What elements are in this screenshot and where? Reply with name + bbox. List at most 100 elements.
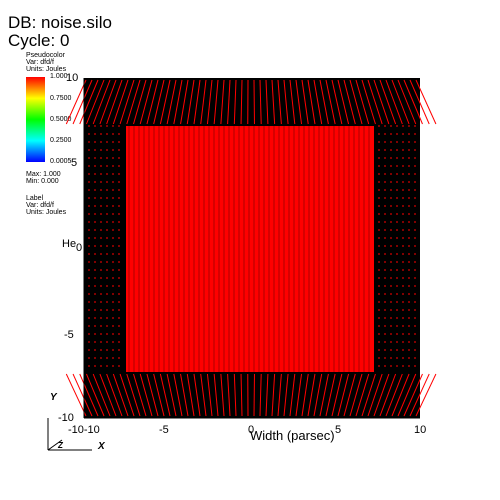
vector-glyph — [126, 79, 141, 125]
vector-glyph — [325, 79, 336, 125]
vector-glyph — [206, 373, 213, 417]
vector-glyph — [173, 79, 183, 125]
vector-glyph — [186, 373, 195, 417]
vector-glyph — [126, 373, 141, 417]
vector-glyph — [301, 373, 309, 417]
triad-z-line — [47, 439, 63, 451]
vector-glyph — [180, 373, 189, 417]
y-tick-minus10: -10 — [58, 412, 74, 424]
vector-glyph — [337, 79, 350, 125]
vector-glyph — [391, 79, 410, 125]
vector-glyph — [193, 79, 201, 125]
vector-glyph — [283, 79, 289, 125]
vector-glyph — [119, 373, 135, 417]
vector-glyph — [92, 79, 111, 125]
vector-glyph — [385, 373, 403, 417]
vector-glyph — [289, 79, 296, 125]
vector-glyph — [295, 373, 303, 417]
vector-glyph — [159, 79, 171, 125]
vector-glyph — [227, 373, 231, 417]
vector-glyph — [92, 373, 111, 417]
vector-glyph — [159, 373, 171, 417]
legend-tick-050: 0.5000 — [50, 116, 72, 123]
vector-glyph — [391, 373, 410, 417]
vector-glyph — [361, 373, 376, 417]
vector-glyph — [343, 373, 356, 417]
label-legend-units: Units: Joules — [26, 209, 67, 216]
vector-glyph — [146, 373, 159, 417]
vector-glyph — [65, 373, 87, 417]
y-axis-label: He — [62, 238, 77, 250]
x-axis-label: Width (parsec) — [250, 428, 335, 443]
vector-glyph — [397, 79, 417, 125]
vector-glyph — [153, 79, 165, 125]
triad-z-label: Z — [58, 441, 63, 450]
vector-glyph — [240, 79, 243, 125]
vector-glyph — [79, 373, 99, 417]
vector-glyph — [86, 373, 105, 417]
vector-glyph — [240, 373, 243, 417]
vector-glyph — [403, 373, 423, 417]
vector-glyph — [99, 373, 117, 417]
vector-glyph — [325, 373, 336, 417]
vector-glyph — [367, 373, 383, 417]
x-tick-10: 10 — [414, 424, 427, 436]
vector-glyph — [271, 79, 276, 125]
vector-glyph — [173, 373, 183, 417]
vector-glyph — [112, 373, 129, 417]
vector-glyph — [233, 79, 237, 125]
legend-tick-025: 0.2500 — [50, 137, 72, 144]
y-tick-10: 10 — [66, 72, 79, 84]
vector-glyph — [349, 373, 363, 417]
vector-glyph — [265, 373, 269, 417]
outer-vector-glyphs — [65, 79, 437, 417]
vector-glyph — [220, 79, 225, 125]
x-tick-5: 5 — [335, 424, 342, 436]
vector-glyph — [72, 373, 93, 417]
x-tick-minus5: -5 — [159, 424, 169, 436]
vector-glyph — [166, 79, 177, 125]
vector-glyph — [349, 79, 363, 125]
vector-glyph — [397, 373, 417, 417]
legend-plot-type: Pseudocolor — [26, 52, 65, 59]
x-tick-minus10: -10-10 — [68, 424, 100, 436]
vector-glyph — [343, 79, 356, 125]
vector-glyph — [331, 79, 343, 125]
db-title: DB: noise.silo — [8, 13, 112, 32]
vector-glyph — [133, 79, 147, 125]
vector-glyph — [193, 373, 201, 417]
vector-glyph — [289, 373, 296, 417]
inner-vector-lines — [128, 126, 370, 372]
vector-glyph — [65, 79, 87, 125]
vector-glyph — [319, 79, 329, 125]
vector-glyph — [313, 79, 323, 125]
vector-glyph — [301, 79, 309, 125]
vector-glyph — [307, 373, 316, 417]
vector-glyph — [373, 373, 390, 417]
vector-glyph — [361, 79, 376, 125]
vector-glyph — [106, 373, 123, 417]
vector-glyph — [319, 373, 329, 417]
vector-glyph — [277, 373, 282, 417]
vector-glyph — [139, 79, 153, 125]
vector-glyph — [337, 373, 350, 417]
vector-glyph — [233, 373, 237, 417]
vector-glyph — [313, 373, 323, 417]
vector-glyph — [379, 373, 397, 417]
vector-glyph — [166, 373, 177, 417]
vector-glyph — [277, 79, 282, 125]
vector-glyph — [355, 79, 370, 125]
triad-y-label: Y — [50, 392, 57, 403]
inner-red-region — [126, 126, 374, 372]
vector-glyph — [133, 373, 147, 417]
vector-glyph — [403, 79, 423, 125]
legend-units: Units: Joules — [26, 66, 67, 73]
legend-tick-min: 0.0005 — [50, 158, 72, 165]
vector-glyph — [106, 79, 123, 125]
vector-glyph — [409, 79, 430, 125]
vector-glyph — [112, 79, 129, 125]
cycle-label: Cycle: 0 — [8, 31, 70, 50]
vector-glyph — [373, 79, 390, 125]
vector-glyph — [385, 79, 403, 125]
